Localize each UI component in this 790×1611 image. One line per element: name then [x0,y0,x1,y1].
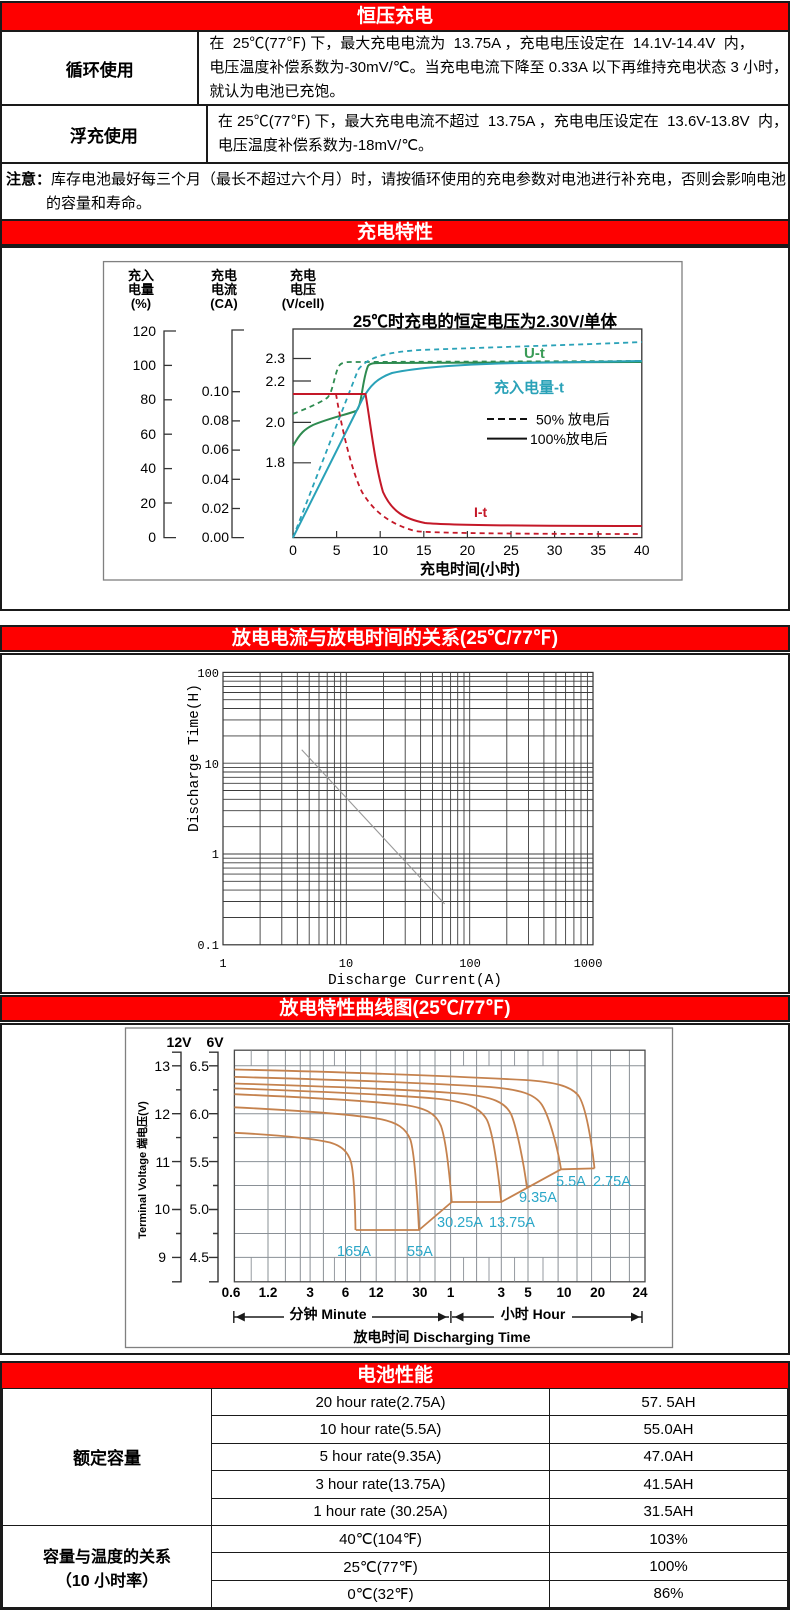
svg-text:0.02: 0.02 [202,500,229,516]
svg-text:0.10: 0.10 [202,383,229,399]
svg-text:3: 3 [498,1285,506,1300]
svg-text:0.06: 0.06 [202,441,229,457]
svg-text:10: 10 [556,1285,571,1300]
svg-text:6.0: 6.0 [190,1106,210,1122]
svg-text:40: 40 [140,460,156,476]
svg-text:55A: 55A [407,1244,433,1260]
svg-text:100: 100 [133,357,157,373]
svg-text:1: 1 [447,1285,455,1300]
svg-text:Discharge Current(A): Discharge Current(A) [328,973,502,989]
svg-text:100%放电后: 100%放电后 [530,431,608,447]
svg-text:30: 30 [547,542,563,558]
svg-text:13: 13 [154,1058,170,1074]
svg-text:10: 10 [339,957,353,971]
svg-text:分钟 Minute: 分钟 Minute [290,1306,367,1322]
svg-text:10: 10 [372,542,388,558]
svg-text:20: 20 [590,1285,605,1300]
svg-text:充电: 充电 [290,268,316,283]
svg-text:6V: 6V [206,1034,224,1050]
svg-text:充入: 充入 [128,268,154,283]
svg-text:2.75A: 2.75A [593,1174,631,1190]
svg-text:30: 30 [412,1285,427,1300]
svg-text:60: 60 [140,426,156,442]
svg-text:Discharge Time(H): Discharge Time(H) [187,684,203,832]
svg-text:(%): (%) [131,296,151,311]
svg-text:13.75A: 13.75A [489,1215,535,1231]
svg-text:电量: 电量 [128,282,154,297]
svg-text:U-t: U-t [524,345,545,362]
svg-text:20: 20 [460,542,476,558]
svg-text:3: 3 [306,1285,314,1300]
svg-text:放电时间 Discharging Time: 放电时间 Discharging Time [352,1329,530,1345]
svg-text:6.5: 6.5 [190,1058,210,1074]
svg-text:9: 9 [158,1249,166,1265]
svg-text:0.08: 0.08 [202,412,229,428]
svg-text:120: 120 [133,323,157,339]
svg-text:165A: 165A [337,1244,371,1260]
svg-text:25℃时充电的恒定电压为2.30V/单体: 25℃时充电的恒定电压为2.30V/单体 [353,311,618,331]
svg-text:2.3: 2.3 [266,350,286,366]
svg-text:充电时间(小时): 充电时间(小时) [420,560,520,578]
svg-text:12: 12 [154,1106,170,1122]
svg-text:小时 Hour: 小时 Hour [501,1306,566,1322]
svg-text:(V/cell): (V/cell) [282,296,325,311]
svg-text:0.6: 0.6 [222,1285,241,1300]
svg-text:50% 放电后: 50% 放电后 [536,412,610,428]
svg-text:5: 5 [524,1285,532,1300]
svg-text:35: 35 [590,542,606,558]
svg-text:0.00: 0.00 [202,529,229,545]
svg-text:80: 80 [140,391,156,407]
svg-text:30.25A: 30.25A [437,1215,483,1231]
svg-text:(CA): (CA) [210,296,237,311]
svg-text:100: 100 [459,957,481,971]
svg-text:6: 6 [342,1285,350,1300]
svg-text:10: 10 [154,1201,170,1217]
svg-text:2.0: 2.0 [266,414,286,430]
svg-text:电流: 电流 [211,282,237,297]
svg-text:充电: 充电 [211,268,237,283]
svg-text:0: 0 [148,529,156,545]
svg-text:电压: 电压 [290,282,316,297]
svg-text:9.35A: 9.35A [519,1190,557,1206]
svg-text:充入电量-t: 充入电量-t [494,379,564,397]
svg-text:100: 100 [197,667,219,681]
svg-text:1000: 1000 [574,957,603,971]
svg-text:I-t: I-t [474,504,488,520]
svg-text:0: 0 [289,542,297,558]
svg-text:1.8: 1.8 [266,454,286,470]
svg-text:5.0: 5.0 [190,1201,210,1217]
svg-text:1: 1 [212,848,219,862]
svg-text:2.2: 2.2 [266,373,286,389]
svg-text:0.04: 0.04 [202,471,229,487]
svg-text:11: 11 [155,1154,170,1170]
svg-text:10: 10 [205,758,219,772]
svg-text:5.5A: 5.5A [556,1174,586,1190]
svg-text:15: 15 [416,542,432,558]
svg-text:24: 24 [632,1285,648,1300]
svg-text:1: 1 [219,957,226,971]
svg-text:12V: 12V [167,1034,193,1050]
svg-text:0.1: 0.1 [197,939,219,953]
svg-text:1.2: 1.2 [259,1285,278,1300]
svg-text:20: 20 [140,495,156,511]
svg-text:12: 12 [369,1285,384,1300]
svg-text:5.5: 5.5 [190,1154,210,1170]
svg-text:40: 40 [634,542,650,558]
svg-text:Terminal Voltage 端电压(V): Terminal Voltage 端电压(V) [135,1101,149,1239]
svg-text:4.5: 4.5 [190,1249,210,1265]
svg-text:25: 25 [503,542,519,558]
svg-text:5: 5 [333,542,341,558]
